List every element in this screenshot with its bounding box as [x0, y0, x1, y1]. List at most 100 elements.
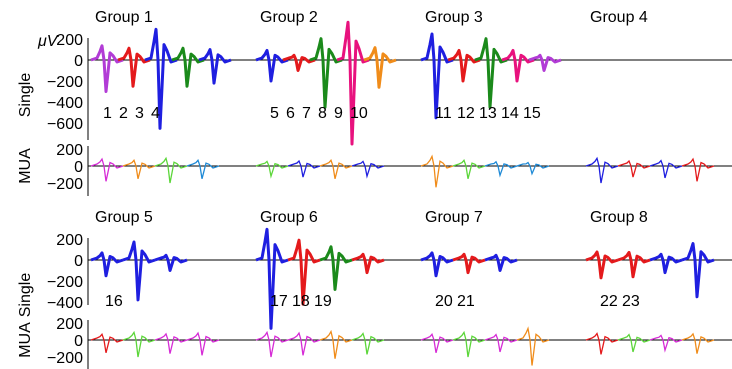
unit-number-label: 10: [350, 105, 368, 122]
single-unit-spike: [363, 46, 397, 89]
mua-spike: [287, 331, 321, 356]
unit-number-label: 3: [135, 105, 144, 122]
unit-number-label: 18: [292, 293, 310, 310]
group-title: Group 2: [260, 9, 318, 26]
mua-spike: [154, 332, 188, 354]
unit-number-label: 9: [334, 105, 343, 122]
unit-number-label: 6: [286, 105, 295, 122]
mua-spike: [649, 159, 683, 179]
unit-number-label: 7: [302, 105, 311, 122]
mua-spike: [90, 333, 124, 353]
mua-spike: [255, 160, 289, 179]
single-unit-spike: [528, 53, 562, 72]
mua-spike: [649, 334, 683, 353]
mua-tick-label: −200: [47, 350, 83, 367]
unit-number-label: 4: [151, 105, 160, 122]
single-tick-label: −200: [47, 74, 83, 91]
single-tick-label: 0: [74, 53, 83, 70]
single-unit-spike: [319, 245, 353, 291]
single-row-label: Single: [17, 73, 34, 118]
single-unit-spike: [420, 251, 454, 278]
mua-spike: [516, 326, 550, 366]
mua-spike: [122, 159, 156, 179]
single-unit-spike: [90, 251, 124, 278]
mua-tick-label: 200: [56, 142, 83, 159]
unit-label: μV: [37, 33, 59, 50]
unit-number-label: 19: [314, 293, 332, 310]
single-tick-label: −400: [47, 95, 83, 112]
mua-spike: [585, 332, 619, 355]
mua-tick-label: −200: [47, 176, 83, 193]
single-unit-spike: [484, 253, 518, 272]
mua-tick-label: 0: [74, 159, 83, 176]
group-title: Group 4: [590, 9, 648, 26]
single-unit-spike: [117, 46, 151, 88]
mua-spike: [420, 154, 454, 188]
single-unit-spike: [474, 37, 508, 109]
single-unit-spike: [681, 242, 715, 299]
single-unit-spike: [171, 46, 205, 88]
single-unit-spike: [452, 252, 486, 275]
mua-spike: [186, 331, 220, 356]
single-tick-label: −200: [47, 274, 83, 291]
single-unit-spike: [351, 252, 385, 275]
unit-number-label: 12: [457, 105, 475, 122]
mua-spike: [484, 160, 518, 178]
single-tick-label: −400: [47, 295, 83, 312]
single-unit-spike: [144, 27, 178, 130]
single-unit-spike: [198, 48, 232, 85]
single-unit-spike: [282, 53, 316, 72]
group-title: Group 7: [425, 209, 483, 226]
single-unit-spike: [287, 238, 321, 306]
mua-spike: [255, 330, 289, 358]
unit-number-label: 21: [457, 293, 475, 310]
unit-number-label: 2: [119, 105, 128, 122]
mua-spike: [681, 332, 715, 354]
single-tick-label: 200: [56, 32, 83, 49]
single-unit-spike: [154, 253, 188, 272]
single-tick-label: 0: [74, 253, 83, 270]
mua-row-label: MUA: [17, 322, 34, 358]
single-tick-label: −600: [47, 116, 83, 133]
mua-spike: [154, 156, 188, 184]
mua-spike: [585, 156, 619, 184]
single-row-label: Single: [17, 273, 34, 318]
mua-spike: [122, 330, 156, 358]
single-unit-spike: [255, 49, 289, 83]
group-title: Group 1: [95, 9, 153, 26]
unit-number-label: 14: [501, 105, 519, 122]
unit-number-label: 16: [105, 293, 123, 310]
unit-number-label: 22: [600, 293, 618, 310]
unit-number-label: 17: [270, 293, 288, 310]
unit-number-label: 23: [622, 293, 640, 310]
single-unit-spike: [617, 250, 651, 279]
unit-number-label: 15: [523, 105, 541, 122]
group-title: Group 6: [260, 209, 318, 226]
unit-number-label: 20: [435, 293, 453, 310]
mua-spike: [617, 333, 651, 353]
single-unit-spike: [447, 49, 481, 83]
mua-spike: [287, 159, 321, 178]
group-title: Group 5: [95, 209, 153, 226]
mua-spike: [351, 160, 385, 179]
mua-spike: [681, 157, 715, 182]
mua-spike: [420, 333, 454, 353]
mua-row-label: MUA: [17, 148, 34, 184]
single-tick-label: 200: [56, 232, 83, 249]
mua-spike: [452, 159, 486, 179]
single-unit-spike: [649, 252, 683, 275]
single-unit-spike: [122, 240, 156, 302]
group-title: Group 8: [590, 209, 648, 226]
mua-spike: [186, 159, 220, 179]
single-unit-spike: [255, 227, 289, 330]
unit-number-label: 5: [270, 105, 279, 122]
single-unit-spike: [585, 250, 619, 280]
mua-tick-label: 200: [56, 316, 83, 333]
mua-spike: [516, 161, 550, 176]
single-unit-spike: [501, 49, 535, 83]
mua-spike: [617, 159, 651, 178]
mua-spike: [484, 333, 518, 353]
mua-spike: [452, 330, 486, 358]
single-unit-spike: [420, 32, 454, 120]
